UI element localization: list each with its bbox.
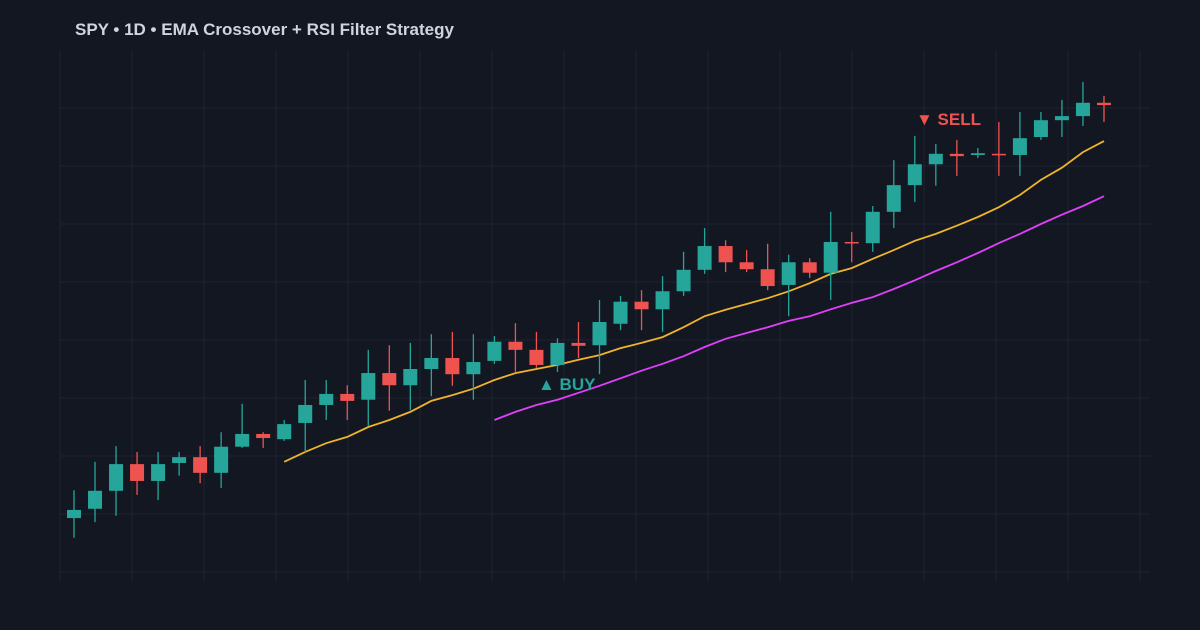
candle-body [508,341,523,350]
candle-body [760,269,775,287]
candle-body [592,322,607,346]
candle-body [697,246,712,270]
candle-body [865,211,880,244]
ema-line [283,140,1105,463]
candle-body [991,153,1006,156]
candle-body [571,342,586,346]
candle-body [340,393,355,401]
candle-body [739,262,754,270]
candle-body [88,490,103,509]
candle-body [844,241,859,244]
candle-body [634,301,649,310]
candle-body [214,446,229,473]
candle-body [424,357,439,369]
indicator-lines [283,140,1105,463]
ema-line [494,195,1105,421]
candle-body [823,241,838,273]
candle-body [193,457,208,473]
candle-body [613,301,628,324]
candle-body [655,291,670,310]
candle-body [718,246,733,263]
candle-body [1033,120,1048,137]
buy-annotation: ▲ BUY [538,375,596,394]
candle-body [361,373,376,400]
candle-body [67,509,81,519]
candle-body [1012,138,1027,155]
sell-annotation: ▼ SELL [916,110,981,129]
candle-body [382,373,397,386]
candle-body [886,185,901,212]
candle-body [466,362,481,375]
candle-body [109,464,124,491]
candle-body [928,153,943,165]
candle-body [781,262,796,285]
candle-body [550,342,565,365]
candle-body [529,349,544,365]
candle-body [487,341,502,361]
candle-body [949,153,964,157]
candle-body [1054,116,1069,121]
candle-body [235,433,250,447]
candle-body [907,164,922,186]
candle-body [403,369,418,386]
candles [67,81,1111,538]
candle-body [970,153,985,155]
candle-body [1075,102,1090,117]
candle-body [1096,102,1111,106]
candle-body [445,357,460,375]
candle-body [802,262,817,273]
candle-body [298,404,313,423]
candle-body [256,433,271,439]
candle-body [676,269,691,292]
candle-body [319,393,334,405]
candle-body [172,457,187,463]
chart-title: SPY • 1D • EMA Crossover + RSI Filter St… [75,20,454,39]
candle-body [277,424,292,440]
candle-body [151,464,166,481]
candle-body [130,464,145,481]
